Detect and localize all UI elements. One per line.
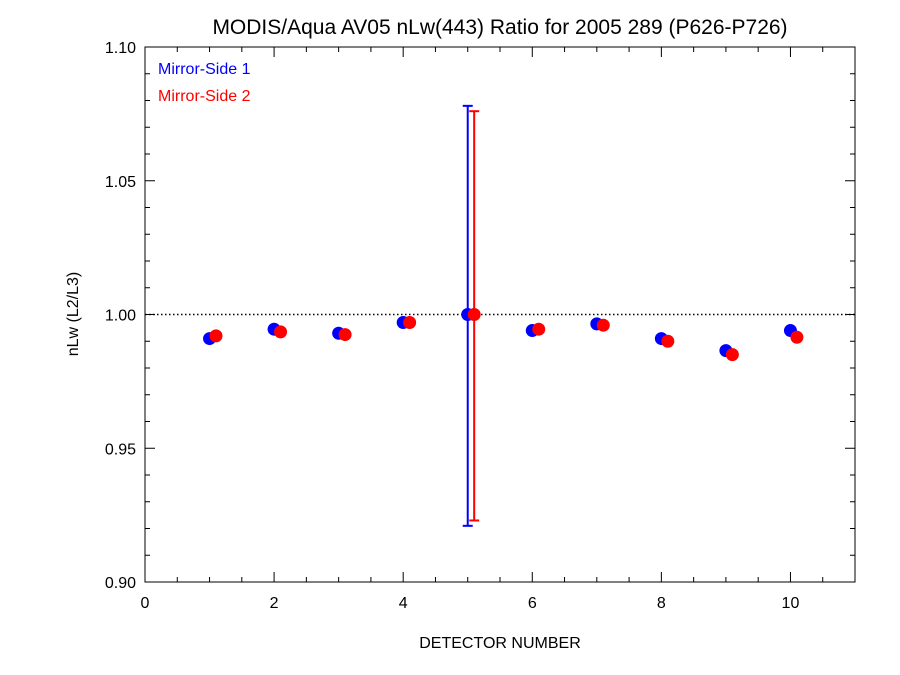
plot-frame xyxy=(144,46,856,583)
data-point-series-2 xyxy=(274,325,288,339)
data-point-series-2 xyxy=(338,328,352,342)
legend-entry-series-2: Mirror-Side 2 xyxy=(158,88,251,105)
data-point-series-2 xyxy=(403,316,417,330)
x-tick-label: 8 xyxy=(657,595,666,612)
x-tick-label: 0 xyxy=(141,595,150,612)
data-point-series-2 xyxy=(725,348,739,362)
data-point-series-2 xyxy=(596,318,610,332)
legend: Mirror-Side 1 Mirror-Side 2 xyxy=(158,61,251,105)
data-point-series-2 xyxy=(790,330,804,344)
y-tick-label: 1.05 xyxy=(105,174,136,191)
y-tick-label: 1.10 xyxy=(105,40,136,57)
y-tick-label: 0.95 xyxy=(105,441,136,458)
data-point-series-2 xyxy=(661,334,675,348)
y-tick-label: 1.00 xyxy=(105,308,136,325)
x-tick-label: 6 xyxy=(528,595,537,612)
x-tick-label: 4 xyxy=(399,595,408,612)
data-point-series-2 xyxy=(209,329,223,343)
x-axis-title: DETECTOR NUMBER xyxy=(419,635,581,652)
data-point-series-2 xyxy=(467,308,481,321)
y-axis-title: nLw (L2/L3) xyxy=(65,272,82,357)
legend-entry-series-1: Mirror-Side 1 xyxy=(158,61,251,78)
chart-title: MODIS/Aqua AV05 nLw(443) Ratio for 2005 … xyxy=(212,16,787,39)
x-tick-label: 10 xyxy=(782,595,800,612)
data-point-series-2 xyxy=(532,322,546,336)
plot-area: 0 2 4 6 8 10 0.90 0.95 1.00 1.05 1.10 xyxy=(105,40,856,612)
x-tick-label: 2 xyxy=(270,595,279,612)
y-tick-label: 0.90 xyxy=(105,575,136,592)
